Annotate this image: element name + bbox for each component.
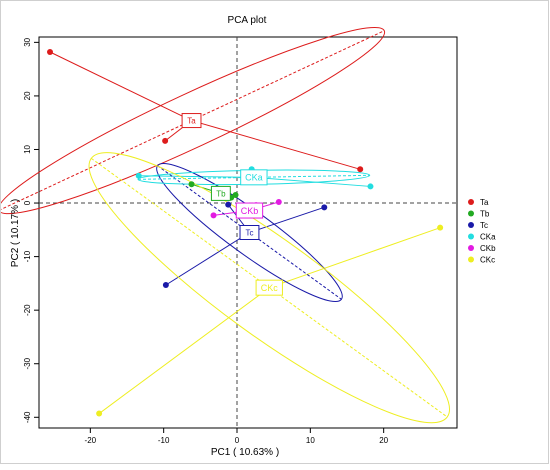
y-tick-label: 0: [23, 200, 32, 205]
group-label-box-ckb: [235, 202, 264, 219]
x-tick-label: -10: [158, 436, 170, 445]
legend-marker-ta: [468, 199, 474, 205]
x-axis: -20 -10 0 10 20: [85, 428, 389, 445]
group-label-ckc: CKc: [261, 283, 279, 293]
data-point-ckc: [437, 224, 444, 231]
data-point-cka: [135, 172, 142, 179]
y-tick-label: -40: [23, 411, 32, 423]
x-tick-label: 10: [306, 436, 315, 445]
data-point-ta: [162, 137, 169, 144]
group-labels: Ta Tb Tc CKa CKb CKc: [181, 113, 283, 296]
data-point-tb: [232, 192, 239, 199]
zero-lines: [39, 37, 457, 428]
legend-label-tc: Tc: [480, 221, 488, 230]
group-label-box-ckc: [255, 279, 283, 296]
y-tick-label: 10: [23, 144, 32, 153]
y-axis: 30 20 10 0 -10 -20 -30 -40: [23, 37, 39, 423]
data-point-ckb: [275, 198, 282, 205]
x-axis-label: PC1 ( 10.63% ): [211, 447, 279, 458]
y-tick-label: -20: [23, 304, 32, 316]
legend-marker-tc: [468, 222, 474, 228]
data-point-tc: [321, 204, 328, 211]
group-label-ta: Ta: [187, 116, 196, 125]
chart-title: PCA plot: [228, 15, 267, 26]
legend-label-cka: CKa: [480, 233, 496, 242]
connector-line-ckc: [98, 287, 270, 414]
y-axis-label: PC2 ( 10.17% ): [10, 199, 21, 267]
group-label-tc: Tc: [245, 228, 253, 237]
connector-line-tc: [165, 232, 250, 286]
connector-line-cka: [138, 175, 254, 178]
y-tick-label: -10: [23, 250, 32, 262]
x-tick-label: 20: [379, 436, 388, 445]
group-label-box-cka: [240, 169, 268, 186]
confidence-ellipses: [0, 26, 450, 424]
legend-marker-ckb: [468, 245, 474, 251]
data-point-ta: [47, 48, 53, 55]
group-label-ckb: CKb: [241, 206, 259, 216]
y-tick-label: -30: [23, 357, 32, 369]
ellipse-outline-ta: [0, 26, 386, 215]
group-label-box-ta: [181, 113, 202, 129]
plot-box: [38, 36, 458, 429]
legend-label-ckc: CKc: [480, 256, 495, 265]
legend-marker-ckc: [468, 256, 474, 263]
connector-line-ta: [191, 120, 361, 170]
y-tick-label: 30: [23, 37, 32, 46]
legend: Ta Tb Tc CKa CKb CKc: [468, 198, 496, 265]
y-tick-label: 20: [23, 91, 32, 100]
group-label-box-tb: [210, 185, 231, 201]
connector-line-ckc: [269, 227, 441, 289]
legend-marker-tb: [468, 210, 474, 217]
connector-line-ta: [49, 51, 192, 122]
data-point-tc: [225, 201, 232, 208]
data-point-ckb: [210, 212, 217, 219]
legend-label-ckb: CKb: [480, 244, 496, 253]
legend-label-tb: Tb: [480, 210, 490, 219]
data-point-ckc: [96, 410, 103, 417]
group-label-tb: Tb: [216, 189, 226, 198]
data-point-ta: [357, 166, 364, 173]
ellipse-axis-tc: [157, 165, 342, 300]
connector-line-tc: [249, 206, 325, 233]
x-tick-label: -20: [85, 436, 97, 445]
data-point-tb: [188, 181, 195, 188]
data-point-cka: [367, 183, 374, 190]
group-label-cka: CKa: [245, 173, 263, 183]
legend-marker-cka: [468, 233, 474, 240]
data-point-tc: [162, 281, 169, 288]
x-tick-label: 0: [235, 436, 240, 445]
legend-label-ta: Ta: [480, 198, 489, 207]
group-label-box-tc: [239, 225, 260, 240]
